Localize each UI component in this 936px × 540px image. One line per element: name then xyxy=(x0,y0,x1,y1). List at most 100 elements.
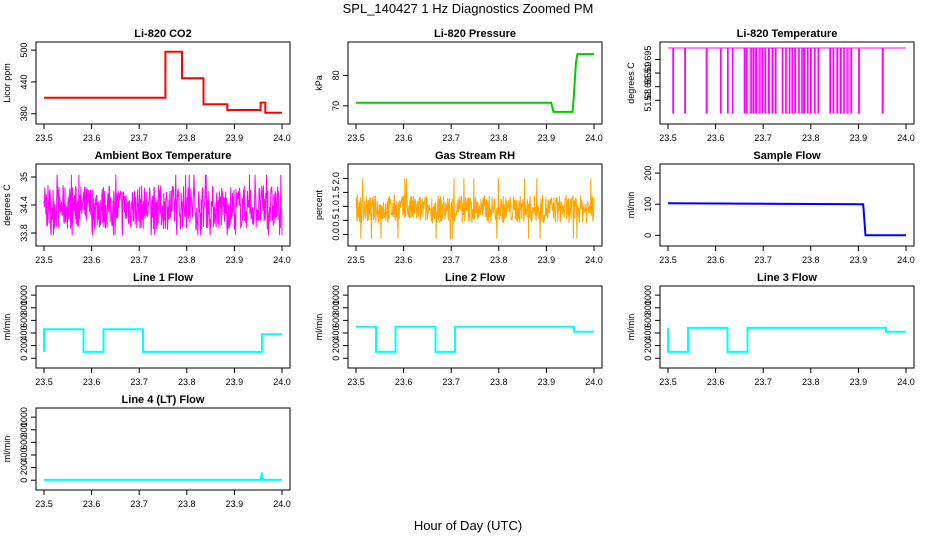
x-tick-label: 23.7 xyxy=(754,377,772,387)
y-tick-label: 1000 xyxy=(19,285,29,305)
y-tick-label: 200 xyxy=(643,338,653,353)
x-tick-label: 23.8 xyxy=(490,133,508,143)
x-tick-label: 23.6 xyxy=(83,255,101,265)
y-tick-label: 800 xyxy=(19,300,29,315)
x-tick-label: 23.7 xyxy=(442,133,460,143)
x-tick-label: 23.8 xyxy=(490,377,508,387)
x-tick-label: 23.7 xyxy=(130,499,148,509)
x-tick-label: 23.5 xyxy=(35,377,53,387)
y-axis-label: ml/min xyxy=(626,192,636,219)
x-tick-label: 23.9 xyxy=(226,377,244,387)
series-line xyxy=(43,174,283,236)
x-tick-label: 24.0 xyxy=(273,133,291,143)
y-axis-label: degrees C xyxy=(626,62,636,104)
y-tick-label: 51.68 xyxy=(643,89,653,112)
y-tick-label: 600 xyxy=(331,313,341,328)
y-tick-label: 400 xyxy=(19,447,29,462)
y-tick-label: 400 xyxy=(19,325,29,340)
y-tick-label: 200 xyxy=(19,460,29,475)
series-line xyxy=(43,328,282,353)
panel-10: Line 4 (LT) Flow ml/min 23.5 23.6 23.7 23.8 23… xyxy=(2,394,291,509)
y-tick-label: 400 xyxy=(643,325,653,340)
x-tick-label: 23.9 xyxy=(226,133,244,143)
x-tick-label: 23.6 xyxy=(395,133,413,143)
y-axis-label: ml/min xyxy=(314,314,324,341)
x-tick-label: 23.7 xyxy=(130,255,148,265)
x-tick-label: 23.5 xyxy=(35,499,53,509)
y-tick-label: 0 xyxy=(643,356,653,361)
x-tick-label: 23.7 xyxy=(754,133,772,143)
x-tick-label: 23.9 xyxy=(850,255,868,265)
panel-2: Li-820 Pressure kPa 23.5 23.6 23.7 23.8 23.9 24… xyxy=(314,28,603,143)
x-tick-label: 24.0 xyxy=(585,255,603,265)
panel-title: Li-820 CO2 xyxy=(134,28,191,40)
x-tick-label: 24.0 xyxy=(897,255,915,265)
x-tick-label: 23.9 xyxy=(226,499,244,509)
x-tick-label: 23.8 xyxy=(490,255,508,265)
panel-title: Line 1 Flow xyxy=(133,272,193,284)
y-tick-label: 380 xyxy=(19,106,29,121)
y-tick-label: 200 xyxy=(19,338,29,353)
x-tick-label: 24.0 xyxy=(897,377,915,387)
y-tick-label: 600 xyxy=(19,313,29,328)
y-tick-label: 0 xyxy=(19,356,29,361)
y-tick-label: 600 xyxy=(19,435,29,450)
x-tick-label: 23.8 xyxy=(178,255,196,265)
x-tick-label: 23.6 xyxy=(83,377,101,387)
panel-3: Li-820 Temperature degrees C 23.5 23.6 23.7 2… xyxy=(626,28,915,143)
panel-4: Ambient Box Temperature degrees C 23.5 23.6… xyxy=(2,150,291,265)
y-tick-label: 34.4 xyxy=(19,196,29,214)
x-tick-label: 23.8 xyxy=(178,133,196,143)
y-tick-label: 0.5 xyxy=(331,214,341,227)
y-tick-label: 600 xyxy=(643,313,653,328)
y-tick-label: 51.695 xyxy=(643,46,653,74)
plot-frame xyxy=(35,285,291,369)
x-tick-label: 23.6 xyxy=(707,255,725,265)
y-tick-label: 0 xyxy=(331,356,341,361)
x-tick-label: 23.5 xyxy=(35,133,53,143)
x-tick-label: 23.9 xyxy=(538,377,556,387)
y-tick-label: 2.0 xyxy=(331,172,341,185)
y-tick-label: 80 xyxy=(331,70,341,80)
x-tick-label: 23.5 xyxy=(659,377,677,387)
figure-title: SPL_140427 1 Hz Diagnostics Zoomed PM xyxy=(342,1,594,16)
x-tick-label: 23.8 xyxy=(178,377,196,387)
y-tick-label: 0.0 xyxy=(331,228,341,241)
series-line xyxy=(667,326,906,353)
y-axis-label: ml/min xyxy=(626,314,636,341)
series-line xyxy=(667,202,906,237)
x-tick-label: 23.5 xyxy=(35,255,53,265)
x-tick-label: 23.5 xyxy=(347,255,365,265)
series-line xyxy=(44,50,282,114)
x-tick-label: 23.7 xyxy=(442,377,460,387)
y-axis-label: ml/min xyxy=(2,436,12,463)
y-axis-label: degrees C xyxy=(2,184,12,226)
x-tick-label: 24.0 xyxy=(273,377,291,387)
x-tick-label: 23.9 xyxy=(850,377,868,387)
plot-frame xyxy=(35,41,291,125)
y-tick-label: 1000 xyxy=(19,407,29,427)
x-tick-label: 23.8 xyxy=(802,133,820,143)
series-line xyxy=(356,53,594,113)
series-line xyxy=(355,178,595,240)
y-tick-label: 800 xyxy=(643,300,653,315)
y-axis-label: ml/min xyxy=(2,314,12,341)
plot-frame xyxy=(35,407,291,491)
y-axis-label: Licor ppm xyxy=(2,63,12,103)
x-tick-label: 23.5 xyxy=(659,133,677,143)
x-tick-label: 24.0 xyxy=(585,377,603,387)
x-tick-label: 23.9 xyxy=(538,255,556,265)
y-axis-label: percent xyxy=(314,189,324,220)
x-tick-label: 23.6 xyxy=(395,377,413,387)
panel-title: Sample Flow xyxy=(753,150,821,162)
x-tick-label: 23.6 xyxy=(83,133,101,143)
x-tick-label: 23.8 xyxy=(802,377,820,387)
x-tick-label: 23.7 xyxy=(130,133,148,143)
y-tick-label: 400 xyxy=(331,325,341,340)
panel-5: Gas Stream RH percent 23.5 23.6 23.7 23.8 23.9… xyxy=(314,150,603,265)
x-tick-label: 23.5 xyxy=(347,133,365,143)
panel-9: Line 3 Flow ml/min 23.5 23.6 23.7 23.8 23.9 24.… xyxy=(626,272,915,387)
y-tick-label: 1.0 xyxy=(331,200,341,213)
y-tick-label: 440 xyxy=(19,74,29,89)
